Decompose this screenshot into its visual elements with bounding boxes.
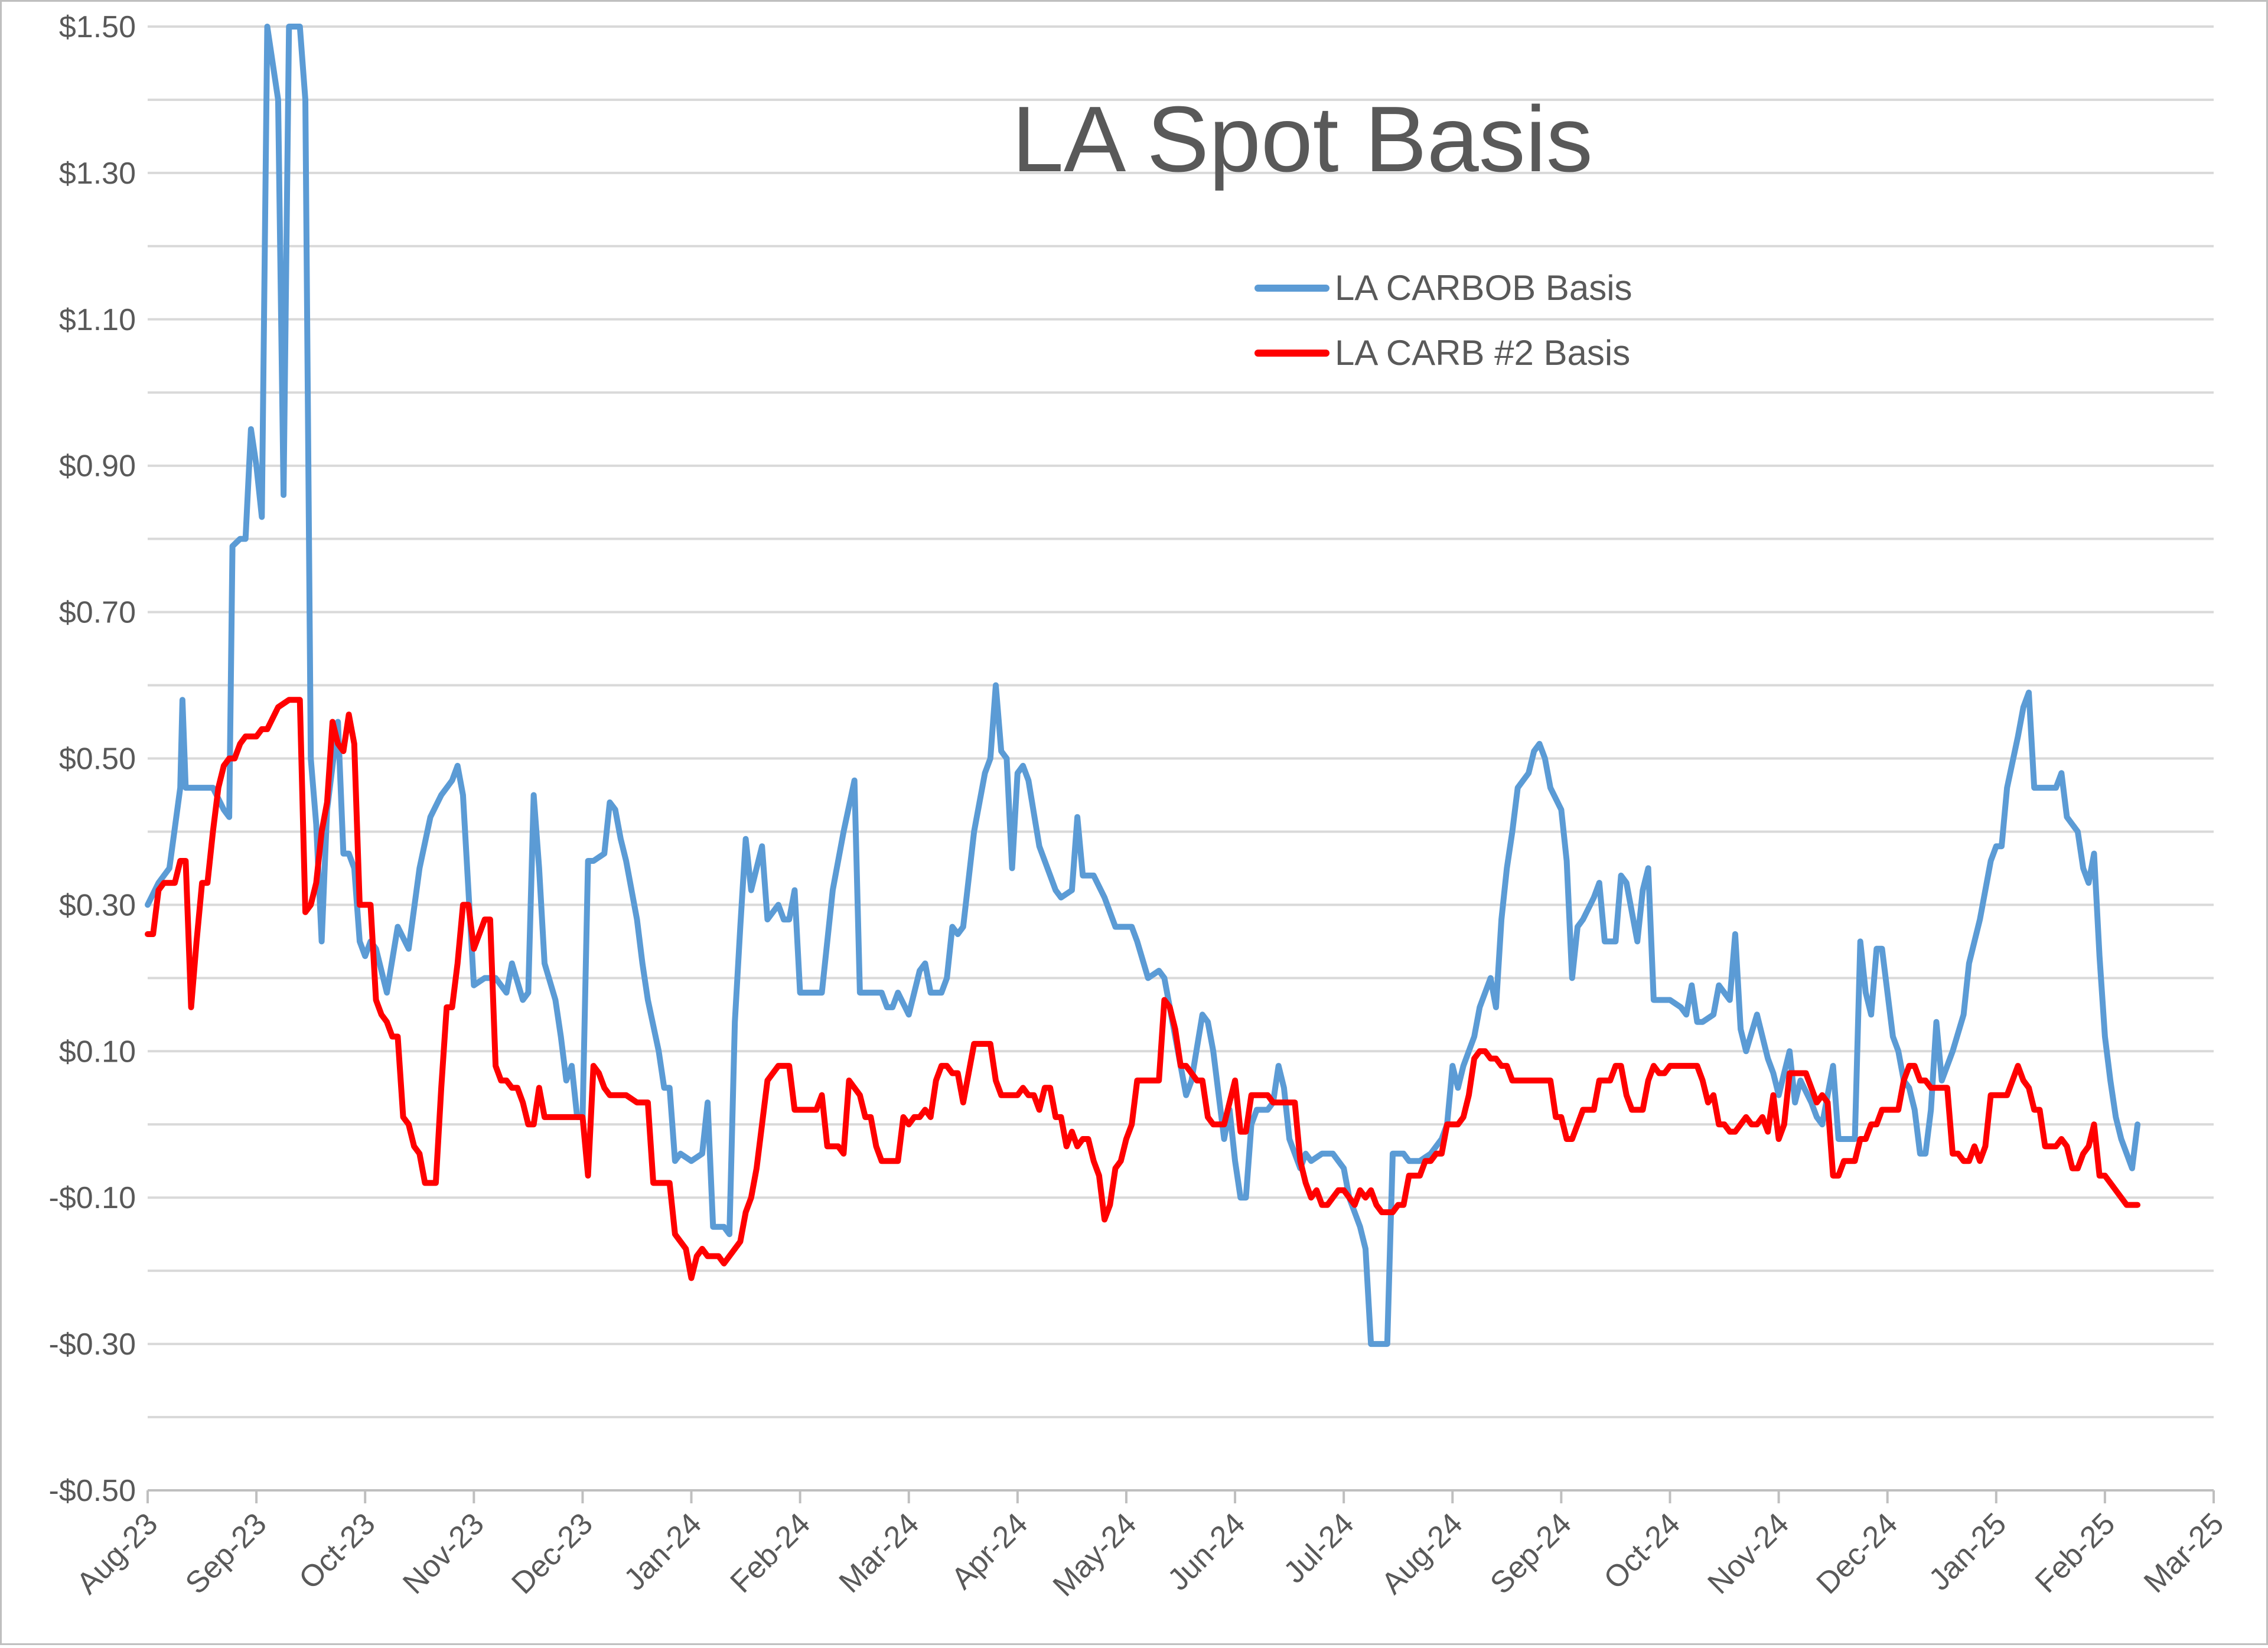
legend-label: LA CARBOB Basis	[1335, 268, 1632, 308]
x-tick-label: Sep-24	[1484, 1506, 1578, 1601]
y-tick-label: $0.50	[59, 742, 136, 776]
series-lines	[145, 24, 2141, 1347]
x-tick-label: Feb-24	[724, 1506, 817, 1600]
y-tick-label: $0.90	[59, 449, 136, 484]
y-tick-label: $0.30	[59, 888, 136, 922]
x-tick-label: Jan-25	[1922, 1506, 2013, 1597]
x-tick-label: Jun-24	[1161, 1506, 1252, 1597]
gridlines	[148, 25, 2214, 1492]
x-tick-label: Nov-23	[396, 1506, 491, 1601]
legend: LA CARBOB Basis LA CARB #2 Basis	[1254, 268, 1632, 373]
x-tick-label: Jul-24	[1277, 1506, 1360, 1590]
axes: $1.50 $1.30 $1.10 $0.90 $0.70 $0.50 $0.30 $0.10…	[49, 10, 2231, 1603]
x-tick-label: Apr-24	[945, 1506, 1034, 1595]
y-tick-label: -$0.50	[49, 1474, 136, 1508]
x-tick-label: Aug-24	[1375, 1506, 1469, 1601]
x-tick-label: Feb-25	[2029, 1506, 2122, 1600]
legend-label: LA CARB #2 Basis	[1335, 333, 1630, 373]
y-tick-label: $0.70	[59, 596, 136, 630]
y-tick-label: $1.10	[59, 303, 136, 337]
x-tick-label: Oct-24	[1598, 1506, 1687, 1595]
x-tick-label: Oct-23	[292, 1506, 382, 1595]
x-tick-label: Dec-23	[505, 1506, 599, 1601]
x-tick-label: Dec-24	[1810, 1506, 1905, 1601]
x-tick-label: Mar-24	[833, 1506, 926, 1599]
x-tick-label: Jan-24	[618, 1506, 708, 1597]
y-tick-label: -$0.10	[49, 1181, 136, 1215]
series-line-carb2	[145, 697, 2141, 1281]
x-tick-label: Nov-24	[1702, 1506, 1796, 1601]
x-tick-label: Aug-23	[70, 1506, 165, 1601]
y-tick-label: $0.10	[59, 1035, 136, 1069]
y-tick-label: $1.50	[59, 10, 136, 44]
x-tick-label: May-24	[1047, 1506, 1143, 1603]
y-tick-label: $1.30	[59, 156, 136, 191]
series-line-carbob	[145, 24, 2141, 1347]
x-tick-label: Sep-23	[179, 1506, 273, 1601]
x-tick-label: Mar-25	[2137, 1506, 2230, 1599]
chart-title: LA Spot Basis	[1012, 87, 1593, 191]
y-tick-label: -$0.30	[49, 1327, 136, 1362]
